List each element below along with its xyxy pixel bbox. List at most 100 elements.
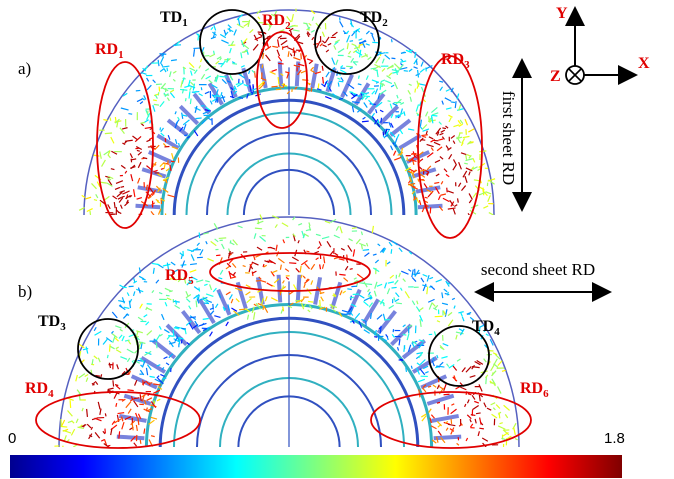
vector bbox=[411, 159, 417, 163]
vector bbox=[131, 158, 137, 161]
vector bbox=[456, 136, 462, 144]
vector bbox=[432, 384, 437, 388]
vector bbox=[204, 54, 210, 57]
vector bbox=[387, 281, 394, 284]
vector bbox=[89, 210, 92, 215]
vector bbox=[379, 89, 387, 96]
region-label: RD1 bbox=[95, 41, 124, 61]
vector bbox=[478, 191, 486, 196]
vector bbox=[193, 286, 200, 291]
vector bbox=[196, 298, 200, 304]
vector bbox=[183, 123, 187, 131]
vector bbox=[310, 280, 314, 285]
vector bbox=[431, 114, 438, 117]
vector bbox=[425, 111, 429, 117]
rd-ellipse bbox=[256, 31, 308, 129]
vector bbox=[292, 233, 296, 237]
vector bbox=[376, 314, 383, 320]
vector bbox=[349, 268, 353, 270]
vector bbox=[325, 49, 330, 53]
vector bbox=[384, 282, 388, 289]
vector bbox=[358, 45, 361, 49]
vector bbox=[427, 298, 435, 303]
vector bbox=[300, 274, 303, 279]
arrow-label: first sheet RD bbox=[499, 91, 518, 185]
vector bbox=[252, 312, 256, 320]
vector bbox=[418, 200, 422, 206]
vector bbox=[175, 326, 181, 329]
vector bbox=[306, 250, 310, 253]
vector bbox=[343, 91, 348, 97]
vector bbox=[192, 83, 196, 91]
label-text: TD bbox=[472, 318, 494, 335]
vector bbox=[385, 334, 389, 338]
vector bbox=[233, 90, 238, 95]
vector bbox=[399, 358, 404, 361]
vector bbox=[124, 201, 130, 207]
colorbar bbox=[10, 455, 622, 478]
vector bbox=[322, 44, 327, 48]
vector bbox=[409, 176, 412, 183]
vector bbox=[160, 82, 167, 90]
vector bbox=[78, 343, 85, 349]
vector bbox=[304, 278, 310, 284]
vector bbox=[108, 344, 111, 352]
vector bbox=[513, 427, 516, 436]
vector bbox=[327, 80, 333, 88]
vector bbox=[396, 134, 400, 140]
vector bbox=[133, 400, 139, 408]
vector bbox=[452, 364, 458, 371]
vector bbox=[184, 85, 190, 88]
vector bbox=[282, 280, 285, 284]
vector bbox=[155, 334, 161, 341]
vector bbox=[486, 407, 492, 411]
vector bbox=[411, 190, 416, 195]
vector bbox=[145, 321, 150, 326]
vector bbox=[148, 419, 155, 425]
vector bbox=[173, 44, 182, 46]
vector bbox=[246, 93, 249, 99]
vector bbox=[461, 138, 466, 144]
vector bbox=[75, 418, 79, 424]
vector bbox=[146, 330, 153, 336]
vector bbox=[168, 335, 174, 337]
vector bbox=[419, 368, 426, 376]
vector bbox=[95, 194, 99, 199]
vector bbox=[289, 262, 297, 264]
vector bbox=[397, 114, 401, 118]
vector bbox=[407, 344, 412, 352]
vector bbox=[221, 243, 225, 250]
vector bbox=[317, 246, 321, 250]
vector bbox=[393, 63, 400, 69]
vector bbox=[112, 195, 118, 200]
vector bbox=[291, 14, 294, 22]
vector bbox=[426, 171, 430, 176]
vector bbox=[177, 277, 183, 283]
vector bbox=[233, 29, 237, 36]
vector bbox=[358, 40, 367, 44]
vector bbox=[342, 290, 347, 294]
vector bbox=[150, 401, 157, 409]
vector bbox=[156, 364, 161, 367]
region-label: RD4 bbox=[25, 380, 54, 400]
vector bbox=[419, 318, 422, 327]
rd-ellipse bbox=[35, 391, 201, 449]
vector bbox=[424, 196, 428, 199]
vector bbox=[429, 276, 434, 280]
vector bbox=[468, 199, 472, 204]
vector bbox=[372, 267, 380, 273]
vector bbox=[471, 364, 475, 370]
vector bbox=[461, 185, 467, 192]
vector bbox=[274, 10, 278, 16]
tooth bbox=[198, 298, 216, 325]
vector bbox=[198, 93, 203, 97]
vector bbox=[389, 103, 393, 109]
vector bbox=[383, 128, 386, 133]
vector bbox=[259, 214, 263, 220]
vector bbox=[205, 241, 208, 245]
vector bbox=[186, 298, 191, 303]
vector bbox=[429, 285, 436, 291]
label-sub: 5 bbox=[188, 275, 194, 287]
vector bbox=[415, 367, 421, 375]
vector bbox=[354, 312, 361, 320]
